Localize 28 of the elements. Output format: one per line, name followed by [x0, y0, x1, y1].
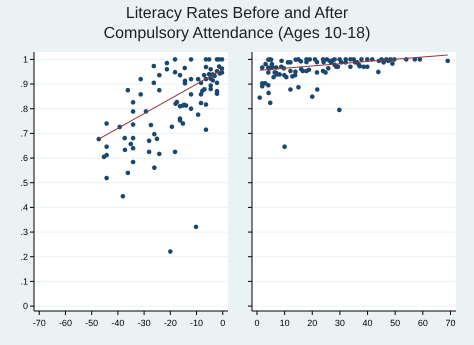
- y-tick-label: .2: [20, 252, 28, 262]
- y-tick-label: .6: [20, 153, 28, 164]
- x-tick-label: 0: [254, 318, 260, 328]
- x-tick-label: -20: [164, 318, 177, 328]
- x-tick-label: -10: [190, 318, 204, 328]
- x-tick-label: -40: [111, 318, 124, 328]
- chart-title: Literacy Rates Before and After Compulsory Attendance (Ages 10-18): [104, 5, 370, 42]
- x-tick-label: 0: [220, 318, 226, 328]
- x-tick-label: -30: [138, 318, 151, 328]
- y-tick-label: .1: [20, 276, 28, 287]
- x-tick-label: 60: [418, 318, 428, 328]
- x-tick-label: 10: [280, 318, 290, 328]
- x-tick-label: -70: [32, 318, 46, 328]
- y-tick-label: 1: [22, 54, 28, 65]
- y-tick-label: .3: [20, 227, 28, 238]
- y-tick-label: .8: [20, 104, 28, 114]
- x-tick-label: 30: [334, 318, 345, 328]
- x-tick-label: 70: [445, 318, 456, 328]
- x-tick-label: -50: [85, 318, 98, 328]
- x-tick-label: 50: [390, 318, 400, 328]
- x-tick-label: 40: [362, 318, 373, 328]
- x-tick-label: 20: [307, 318, 318, 328]
- x-tick-label: -60: [58, 318, 72, 328]
- y-tick-label: .4: [20, 202, 28, 213]
- y-tick-label: .9: [20, 79, 28, 90]
- y-tick-label: .7: [20, 128, 28, 139]
- y-tick-label: .5: [20, 178, 28, 188]
- y-tick-label: 0: [22, 301, 28, 312]
